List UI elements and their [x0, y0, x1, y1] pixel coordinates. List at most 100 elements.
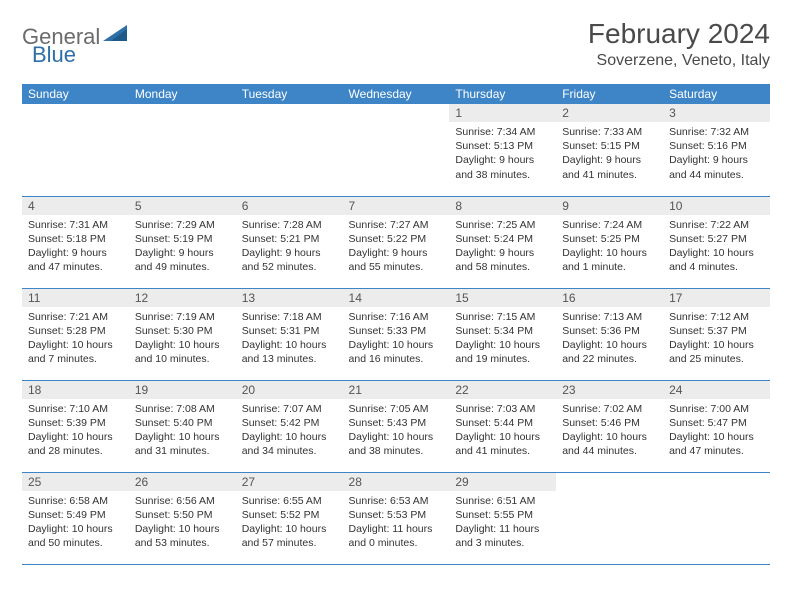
day-number: 17 — [663, 289, 770, 307]
day-number: 1 — [449, 104, 556, 122]
location: Soverzene, Veneto, Italy — [588, 52, 770, 70]
calendar-day-cell: 19Sunrise: 7:08 AMSunset: 5:40 PMDayligh… — [129, 380, 236, 472]
weekday-header-row: Sunday Monday Tuesday Wednesday Thursday… — [22, 84, 770, 104]
day-details: Sunrise: 7:21 AMSunset: 5:28 PMDaylight:… — [22, 307, 129, 373]
calendar-day-cell: 13Sunrise: 7:18 AMSunset: 5:31 PMDayligh… — [236, 288, 343, 380]
day-number: 10 — [663, 197, 770, 215]
day-number: 28 — [343, 473, 450, 491]
day-number: 24 — [663, 381, 770, 399]
day-details: Sunrise: 7:27 AMSunset: 5:22 PMDaylight:… — [343, 215, 450, 281]
calendar-day-cell: 8Sunrise: 7:25 AMSunset: 5:24 PMDaylight… — [449, 196, 556, 288]
logo-triangle-icon — [103, 24, 129, 42]
day-details: Sunrise: 7:00 AMSunset: 5:47 PMDaylight:… — [663, 399, 770, 465]
calendar-day-cell: 6Sunrise: 7:28 AMSunset: 5:21 PMDaylight… — [236, 196, 343, 288]
day-number: 22 — [449, 381, 556, 399]
day-number: 23 — [556, 381, 663, 399]
day-details: Sunrise: 6:53 AMSunset: 5:53 PMDaylight:… — [343, 491, 450, 557]
day-details: Sunrise: 7:31 AMSunset: 5:18 PMDaylight:… — [22, 215, 129, 281]
calendar-day-cell: 23Sunrise: 7:02 AMSunset: 5:46 PMDayligh… — [556, 380, 663, 472]
day-number: 21 — [343, 381, 450, 399]
day-details: Sunrise: 7:34 AMSunset: 5:13 PMDaylight:… — [449, 122, 556, 188]
calendar-day-cell: 18Sunrise: 7:10 AMSunset: 5:39 PMDayligh… — [22, 380, 129, 472]
day-number: 14 — [343, 289, 450, 307]
day-details: Sunrise: 6:58 AMSunset: 5:49 PMDaylight:… — [22, 491, 129, 557]
calendar-week-row: 11Sunrise: 7:21 AMSunset: 5:28 PMDayligh… — [22, 288, 770, 380]
day-details: Sunrise: 7:07 AMSunset: 5:42 PMDaylight:… — [236, 399, 343, 465]
day-number: 7 — [343, 197, 450, 215]
weekday-4: Thursday — [449, 84, 556, 104]
calendar-day-cell — [22, 104, 129, 196]
day-number: 25 — [22, 473, 129, 491]
calendar-day-cell: 10Sunrise: 7:22 AMSunset: 5:27 PMDayligh… — [663, 196, 770, 288]
calendar-day-cell — [556, 472, 663, 564]
day-details: Sunrise: 7:15 AMSunset: 5:34 PMDaylight:… — [449, 307, 556, 373]
day-details: Sunrise: 7:12 AMSunset: 5:37 PMDaylight:… — [663, 307, 770, 373]
title-block: February 2024 Soverzene, Veneto, Italy — [588, 18, 770, 70]
day-number: 27 — [236, 473, 343, 491]
calendar-day-cell: 12Sunrise: 7:19 AMSunset: 5:30 PMDayligh… — [129, 288, 236, 380]
calendar-day-cell: 26Sunrise: 6:56 AMSunset: 5:50 PMDayligh… — [129, 472, 236, 564]
day-number: 11 — [22, 289, 129, 307]
day-number: 3 — [663, 104, 770, 122]
day-number: 16 — [556, 289, 663, 307]
day-details: Sunrise: 7:16 AMSunset: 5:33 PMDaylight:… — [343, 307, 450, 373]
day-details: Sunrise: 7:13 AMSunset: 5:36 PMDaylight:… — [556, 307, 663, 373]
calendar-day-cell: 11Sunrise: 7:21 AMSunset: 5:28 PMDayligh… — [22, 288, 129, 380]
weekday-0: Sunday — [22, 84, 129, 104]
calendar-day-cell — [343, 104, 450, 196]
day-details: Sunrise: 6:51 AMSunset: 5:55 PMDaylight:… — [449, 491, 556, 557]
day-number: 5 — [129, 197, 236, 215]
day-number: 19 — [129, 381, 236, 399]
logo-text-blue: Blue — [32, 42, 76, 67]
calendar-day-cell — [663, 472, 770, 564]
calendar-day-cell: 14Sunrise: 7:16 AMSunset: 5:33 PMDayligh… — [343, 288, 450, 380]
calendar-week-row: 4Sunrise: 7:31 AMSunset: 5:18 PMDaylight… — [22, 196, 770, 288]
day-details: Sunrise: 6:56 AMSunset: 5:50 PMDaylight:… — [129, 491, 236, 557]
day-details: Sunrise: 7:18 AMSunset: 5:31 PMDaylight:… — [236, 307, 343, 373]
calendar-day-cell — [129, 104, 236, 196]
calendar-day-cell: 28Sunrise: 6:53 AMSunset: 5:53 PMDayligh… — [343, 472, 450, 564]
day-details: Sunrise: 7:28 AMSunset: 5:21 PMDaylight:… — [236, 215, 343, 281]
weekday-1: Monday — [129, 84, 236, 104]
day-details: Sunrise: 7:22 AMSunset: 5:27 PMDaylight:… — [663, 215, 770, 281]
header: General February 2024 Soverzene, Veneto,… — [22, 18, 770, 70]
day-details: Sunrise: 7:08 AMSunset: 5:40 PMDaylight:… — [129, 399, 236, 465]
calendar-day-cell: 20Sunrise: 7:07 AMSunset: 5:42 PMDayligh… — [236, 380, 343, 472]
day-details: Sunrise: 7:02 AMSunset: 5:46 PMDaylight:… — [556, 399, 663, 465]
calendar-day-cell: 24Sunrise: 7:00 AMSunset: 5:47 PMDayligh… — [663, 380, 770, 472]
day-number: 4 — [22, 197, 129, 215]
calendar-day-cell: 27Sunrise: 6:55 AMSunset: 5:52 PMDayligh… — [236, 472, 343, 564]
day-number: 12 — [129, 289, 236, 307]
day-details: Sunrise: 7:25 AMSunset: 5:24 PMDaylight:… — [449, 215, 556, 281]
day-details: Sunrise: 7:29 AMSunset: 5:19 PMDaylight:… — [129, 215, 236, 281]
day-details: Sunrise: 7:05 AMSunset: 5:43 PMDaylight:… — [343, 399, 450, 465]
calendar-day-cell: 5Sunrise: 7:29 AMSunset: 5:19 PMDaylight… — [129, 196, 236, 288]
day-number: 13 — [236, 289, 343, 307]
calendar-week-row: 1Sunrise: 7:34 AMSunset: 5:13 PMDaylight… — [22, 104, 770, 196]
calendar-day-cell: 16Sunrise: 7:13 AMSunset: 5:36 PMDayligh… — [556, 288, 663, 380]
calendar-day-cell: 29Sunrise: 6:51 AMSunset: 5:55 PMDayligh… — [449, 472, 556, 564]
calendar-week-row: 25Sunrise: 6:58 AMSunset: 5:49 PMDayligh… — [22, 472, 770, 564]
calendar-week-row: 18Sunrise: 7:10 AMSunset: 5:39 PMDayligh… — [22, 380, 770, 472]
day-number: 20 — [236, 381, 343, 399]
day-number: 29 — [449, 473, 556, 491]
calendar-day-cell: 2Sunrise: 7:33 AMSunset: 5:15 PMDaylight… — [556, 104, 663, 196]
day-details: Sunrise: 7:19 AMSunset: 5:30 PMDaylight:… — [129, 307, 236, 373]
calendar-day-cell: 7Sunrise: 7:27 AMSunset: 5:22 PMDaylight… — [343, 196, 450, 288]
weekday-3: Wednesday — [343, 84, 450, 104]
weekday-6: Saturday — [663, 84, 770, 104]
day-details: Sunrise: 7:24 AMSunset: 5:25 PMDaylight:… — [556, 215, 663, 281]
day-number: 18 — [22, 381, 129, 399]
month-title: February 2024 — [588, 18, 770, 50]
weekday-5: Friday — [556, 84, 663, 104]
calendar-day-cell: 1Sunrise: 7:34 AMSunset: 5:13 PMDaylight… — [449, 104, 556, 196]
calendar-day-cell: 25Sunrise: 6:58 AMSunset: 5:49 PMDayligh… — [22, 472, 129, 564]
day-number: 2 — [556, 104, 663, 122]
day-number: 8 — [449, 197, 556, 215]
day-details: Sunrise: 7:33 AMSunset: 5:15 PMDaylight:… — [556, 122, 663, 188]
calendar-day-cell: 15Sunrise: 7:15 AMSunset: 5:34 PMDayligh… — [449, 288, 556, 380]
day-details: Sunrise: 7:03 AMSunset: 5:44 PMDaylight:… — [449, 399, 556, 465]
day-number: 9 — [556, 197, 663, 215]
calendar-table: Sunday Monday Tuesday Wednesday Thursday… — [22, 84, 770, 565]
calendar-day-cell: 21Sunrise: 7:05 AMSunset: 5:43 PMDayligh… — [343, 380, 450, 472]
